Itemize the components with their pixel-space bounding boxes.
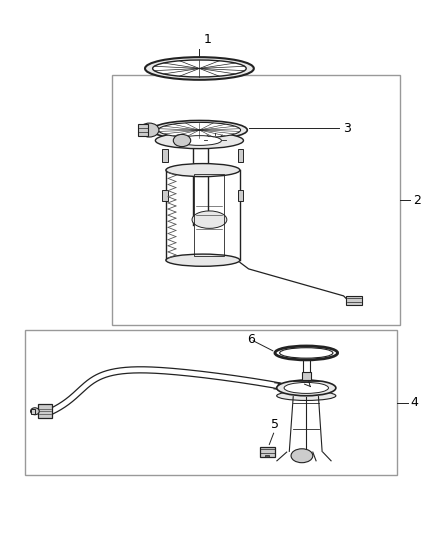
Ellipse shape	[152, 120, 247, 140]
Ellipse shape	[31, 408, 39, 415]
Ellipse shape	[277, 380, 336, 396]
Ellipse shape	[173, 134, 191, 147]
Bar	[162, 149, 168, 161]
Ellipse shape	[166, 254, 240, 266]
Ellipse shape	[166, 164, 240, 176]
Ellipse shape	[192, 211, 227, 228]
Text: 4: 4	[410, 396, 418, 409]
Bar	[346, 296, 362, 305]
Text: 1: 1	[204, 33, 212, 46]
Bar	[238, 149, 244, 161]
Ellipse shape	[152, 60, 246, 77]
Bar	[113, 75, 399, 325]
Text: 6: 6	[247, 333, 255, 346]
Ellipse shape	[158, 123, 240, 138]
Ellipse shape	[145, 57, 254, 80]
Bar	[162, 190, 168, 200]
Ellipse shape	[140, 123, 159, 137]
Bar	[39, 405, 52, 418]
Bar	[265, 455, 269, 457]
Bar	[194, 174, 224, 256]
Bar	[238, 190, 244, 200]
Ellipse shape	[155, 132, 244, 149]
Ellipse shape	[177, 135, 222, 146]
Text: 3: 3	[343, 122, 351, 135]
Bar	[138, 124, 148, 136]
Bar	[25, 329, 397, 475]
Ellipse shape	[277, 391, 336, 400]
Bar	[31, 409, 35, 414]
Text: 5: 5	[271, 418, 279, 432]
Ellipse shape	[291, 449, 313, 463]
Text: 2: 2	[413, 193, 420, 207]
Bar	[260, 447, 276, 457]
Ellipse shape	[284, 383, 328, 393]
Bar	[302, 372, 311, 380]
